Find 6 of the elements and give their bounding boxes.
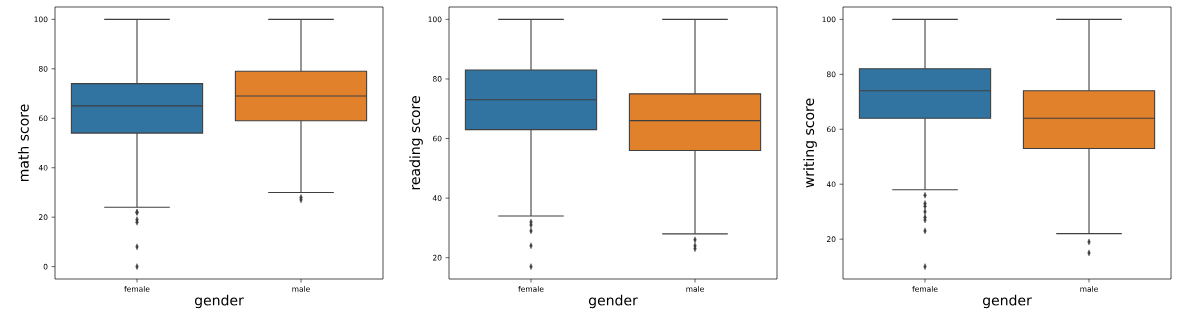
x-axis-title: gender bbox=[588, 294, 638, 309]
y-axis-title: math score bbox=[17, 104, 29, 182]
x-axis-title: gender bbox=[194, 294, 244, 309]
y-axis-title: writing score bbox=[803, 98, 817, 188]
y-axis-title: reading score bbox=[409, 96, 423, 190]
x-axis-title: gender bbox=[982, 294, 1032, 309]
